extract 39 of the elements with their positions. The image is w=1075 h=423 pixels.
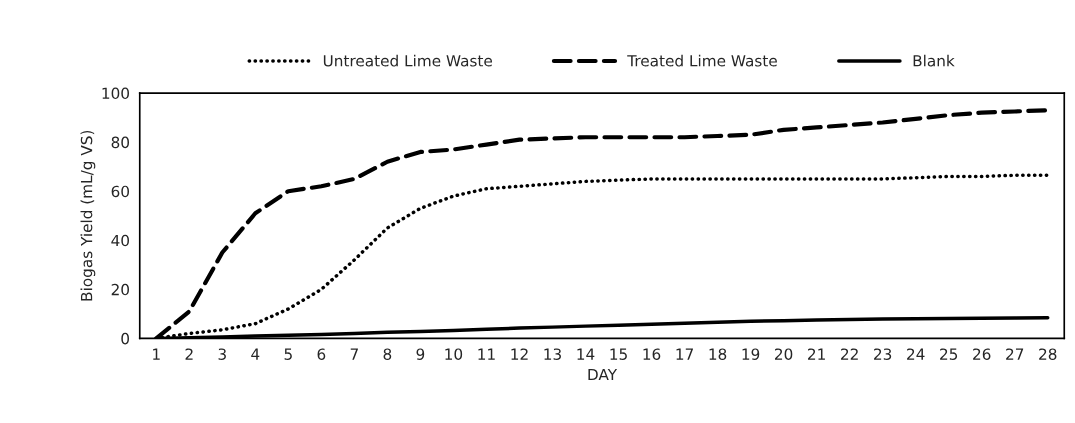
x-axis-title: DAY	[588, 368, 618, 381]
x-tick-label: 11	[478, 348, 495, 360]
x-tick-label: 19	[742, 348, 760, 360]
legend-label: Untreated Lime Waste	[323, 54, 492, 67]
x-tick-label: 14	[577, 348, 595, 360]
y-tick-label: 80	[111, 136, 130, 149]
x-tick-label: 13	[544, 348, 561, 360]
x-tick-label: 15	[610, 348, 627, 360]
x-tick-label: 25	[940, 348, 958, 360]
x-tick-label: 9	[416, 348, 425, 360]
x-tick-label: 5	[284, 348, 292, 360]
y-tick-label: 40	[111, 234, 130, 247]
x-tick-label: 8	[383, 348, 392, 360]
x-tick-label: 4	[251, 348, 260, 360]
legend-label: Blank	[913, 54, 955, 67]
x-tick-label: 24	[907, 348, 925, 360]
x-tick-label: 28	[1039, 348, 1057, 360]
x-tick-label: 12	[511, 348, 528, 360]
y-tick-label: 60	[111, 185, 130, 198]
y-tick-label: 100	[102, 87, 130, 100]
x-tick-label: 18	[709, 348, 727, 360]
y-axis-title: Biogas Yield (mL/g VS)	[80, 130, 96, 301]
legend-label: Treated Lime Waste	[627, 54, 777, 67]
y-tick-label: 20	[111, 283, 130, 296]
x-tick-label: 23	[874, 348, 892, 360]
x-tick-label: 1	[153, 348, 160, 360]
x-tick-label: 20	[775, 348, 793, 360]
x-tick-label: 26	[973, 348, 991, 360]
x-tick-label: 27	[1006, 348, 1024, 360]
x-tick-label: 10	[445, 348, 463, 360]
x-tick-label: 7	[350, 348, 358, 360]
x-tick-label: 6	[317, 348, 326, 360]
x-tick-label: 3	[218, 348, 226, 360]
y-tick-label: 0	[121, 332, 130, 345]
x-tick-label: 16	[643, 348, 661, 360]
x-tick-label: 17	[676, 348, 693, 360]
x-tick-label: 2	[185, 348, 193, 360]
x-tick-label: 21	[808, 348, 825, 360]
x-tick-label: 22	[841, 348, 858, 360]
